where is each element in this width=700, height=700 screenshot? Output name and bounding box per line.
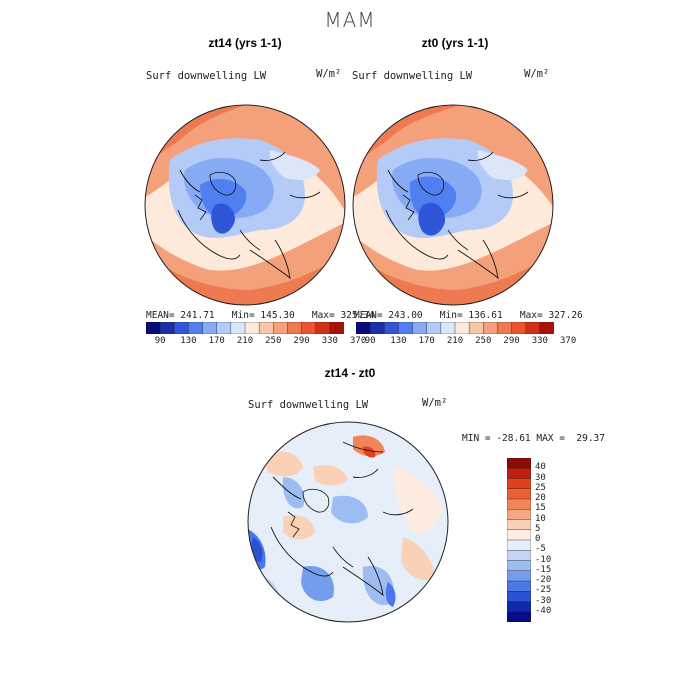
- colorbar-diff-swatch: [507, 478, 531, 490]
- colorbar-top-right-tick-label: 90: [364, 336, 376, 346]
- colorbar-diff-tick-label: -5: [535, 544, 546, 555]
- colorbar-top-right-swatch: [511, 322, 527, 334]
- colorbar-diff-tick-label: 5: [535, 523, 541, 534]
- colorbar-diff-tick-label: 15: [535, 503, 546, 514]
- colorbar-top-right-swatch: [384, 322, 400, 334]
- colorbar-diff-tick-label: 30: [535, 472, 546, 483]
- colorbar-top-right-tick-label: 130: [390, 336, 407, 346]
- colorbar-top-left-tick-label: 210: [236, 336, 254, 346]
- colorbar-top-right-swatch: [454, 322, 470, 334]
- colorbar-top-left-tick-label: 290: [293, 336, 310, 346]
- colorbar-diff-swatch: [507, 458, 531, 469]
- colorbar-top-right-swatch: [369, 322, 385, 334]
- colorbar-top-left-swatch: [301, 322, 317, 334]
- colorbar-top-right-swatch: [483, 322, 499, 334]
- colorbar-top-left-swatch: [329, 322, 344, 334]
- panel-2-title: zt0 (yrs 1-1): [421, 36, 489, 50]
- colorbar-top-left-tick-label: 130: [180, 336, 197, 346]
- figure-title: MAM: [324, 8, 376, 32]
- colorbar-top-right-swatch: [398, 322, 414, 334]
- colorbar-diff-tick-label: 40: [535, 462, 546, 473]
- colorbar-top-left-swatch: [216, 322, 232, 334]
- colorbar-top-left-tick-label: 250: [265, 336, 282, 346]
- colorbar-diff-swatch: [507, 550, 531, 562]
- colorbar-top-left-tick-label: 330: [321, 336, 338, 346]
- panel-1-title: zt14 (yrs 1-1): [208, 36, 282, 50]
- colorbar-top-left-swatch: [174, 322, 190, 334]
- colorbar-top-left: [146, 322, 344, 334]
- colorbar-top-right-tick-label: 250: [475, 336, 492, 346]
- panel-1-units-label: W/m²: [316, 68, 342, 80]
- colorbar-top-right-tick-label: 370: [560, 336, 577, 346]
- colorbar-top-right: [356, 322, 554, 334]
- panel-2-map: [352, 104, 554, 306]
- colorbar-diff-tick-label: -15: [535, 564, 552, 575]
- colorbar-diff-swatch: [507, 580, 531, 592]
- colorbar-diff: [507, 458, 531, 622]
- colorbar-diff-swatch: [507, 539, 531, 551]
- colorbar-diff-tick-label: -20: [535, 575, 552, 585]
- colorbar-top-left-swatch: [230, 322, 246, 334]
- diff-panel-map: [247, 421, 449, 623]
- colorbar-diff-swatch: [507, 488, 531, 500]
- diff-panel-stats: MIN = -28.61 MAX = 29.37: [462, 433, 605, 444]
- colorbar-diff-swatch: [507, 591, 531, 603]
- colorbar-top-left-swatch: [244, 322, 260, 334]
- panel-2-units-label: W/m²: [524, 68, 550, 80]
- panel-2-stats: MEAN= 243.00 Min= 136.61 Max= 327.26: [354, 310, 583, 321]
- colorbar-diff-swatch: [507, 611, 531, 622]
- colorbar-top-right-swatch: [497, 322, 513, 334]
- colorbar-top-left-swatch: [273, 322, 289, 334]
- colorbar-top-left-swatch: [315, 322, 331, 334]
- colorbar-top-left-swatch: [202, 322, 218, 334]
- colorbar-top-left-tick-label: 370: [350, 336, 367, 346]
- colorbar-top-right-tick-label: 170: [418, 336, 435, 346]
- colorbar-diff-swatch: [507, 560, 531, 572]
- diff-panel-variable-label: Surf downwelling LW: [248, 399, 369, 411]
- colorbar-diff-tick-label: -25: [535, 585, 552, 596]
- colorbar-top-left-swatch: [146, 322, 161, 334]
- colorbar-top-right-swatch: [525, 322, 541, 334]
- colorbar-diff-swatch: [507, 468, 531, 480]
- panel-1-stats: MEAN= 241.71 Min= 145.30 Max= 325.34: [146, 310, 375, 321]
- colorbar-top-left-swatch: [287, 322, 303, 334]
- colorbar-diff-swatch: [507, 498, 531, 510]
- colorbar-diff-tick-label: -40: [535, 605, 552, 616]
- colorbar-diff-tick-label: 0: [535, 534, 541, 544]
- colorbar-top-right-swatch: [426, 322, 442, 334]
- colorbar-diff-tick-label: -30: [535, 595, 552, 606]
- colorbar-top-right-tick-label: 210: [446, 336, 464, 346]
- colorbar-diff-swatch: [507, 570, 531, 582]
- panel-1-map: [144, 104, 346, 306]
- colorbar-top-left-tick-label: 170: [208, 336, 225, 346]
- colorbar-top-left-swatch: [159, 322, 175, 334]
- colorbar-diff-tick-label: 10: [535, 513, 546, 524]
- diff-panel-units-label: W/m²: [422, 397, 448, 409]
- colorbar-diff-tick-label: -10: [535, 554, 552, 565]
- colorbar-diff-tick-label: 20: [535, 493, 546, 503]
- colorbar-diff-swatch: [507, 509, 531, 521]
- colorbar-top-right-swatch: [468, 322, 484, 334]
- colorbar-top-right-swatch: [539, 322, 554, 334]
- colorbar-top-right-swatch: [412, 322, 428, 334]
- colorbar-diff-swatch: [507, 601, 531, 613]
- colorbar-top-left-tick-label: 90: [154, 336, 166, 346]
- colorbar-top-right-tick-label: 290: [503, 336, 520, 346]
- diff-panel-title: zt14 - zt0: [324, 366, 376, 380]
- panel-1-variable-label: Surf downwelling LW: [146, 70, 267, 82]
- colorbar-diff-swatch: [507, 519, 531, 531]
- colorbar-top-right-swatch: [356, 322, 371, 334]
- colorbar-top-right-tick-label: 330: [531, 336, 548, 346]
- colorbar-top-left-swatch: [188, 322, 204, 334]
- colorbar-diff-swatch: [507, 529, 531, 541]
- panel-2-variable-label: Surf downwelling LW: [352, 70, 473, 82]
- colorbar-top-right-swatch: [440, 322, 456, 334]
- colorbar-top-left-swatch: [258, 322, 274, 334]
- colorbar-diff-tick-label: 25: [535, 482, 546, 493]
